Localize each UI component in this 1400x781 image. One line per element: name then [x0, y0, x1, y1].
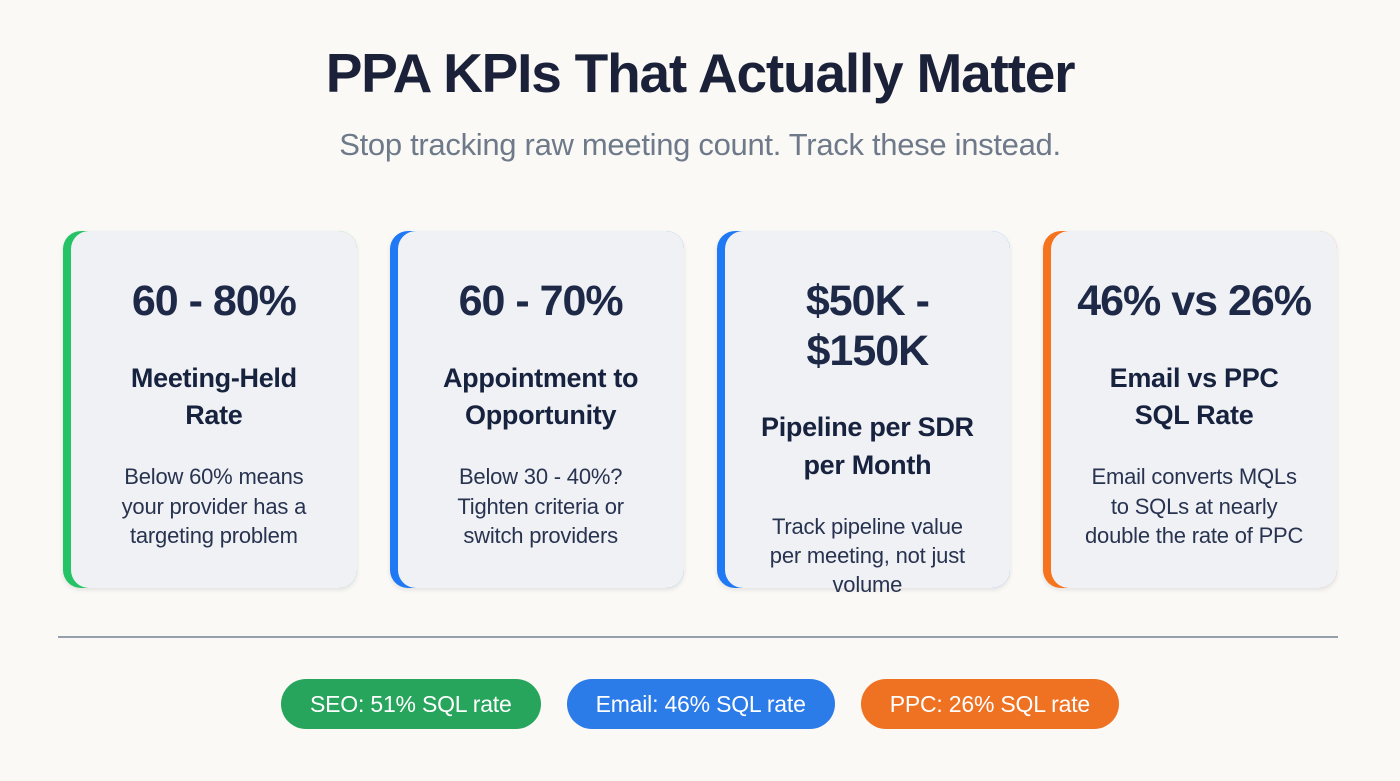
kpi-description: Below 30 - 40%? Tighten criteria or swit…	[457, 464, 624, 548]
kpi-metric-name: Email vs PPC SQL Rate	[1109, 362, 1279, 431]
header: PPA KPIs That Actually Matter Stop track…	[0, 0, 1400, 163]
kpi-description: Email converts MQLs to SQLs at nearly do…	[1085, 464, 1304, 548]
kpi-metric-name: Pipeline per SDR per Month	[760, 412, 974, 480]
kpi-card-meeting-held-rate: 60 - 80% Meeting-Held Rate Below 60% mea…	[63, 231, 357, 589]
kpi-stat-value: $50K - $150K	[805, 277, 930, 375]
kpi-stat-value: 60 - 70%	[458, 277, 624, 326]
badge-seo-sql-rate: SEO: 51% SQL rate	[281, 679, 541, 730]
kpi-metric-name: Meeting-Held Rate	[130, 362, 297, 431]
kpi-card-body: 60 - 70% Appointment to Opportunity Belo…	[397, 231, 684, 589]
kpi-description: Track pipeline value per meeting, not ju…	[769, 513, 965, 598]
kpi-card-email-vs-ppc: 46% vs 26% Email vs PPC SQL Rate Email c…	[1043, 231, 1337, 589]
kpi-card-row: 60 - 80% Meeting-Held Rate Below 60% mea…	[0, 231, 1400, 597]
badge-ppc-sql-rate: PPC: 26% SQL rate	[860, 679, 1119, 730]
kpi-card-body: $50K - $150K Pipeline per SDR per Month …	[724, 231, 1011, 597]
page-subtitle: Stop tracking raw meeting count. Track t…	[339, 127, 1061, 163]
kpi-card-appointment-to-opportunity: 60 - 70% Appointment to Opportunity Belo…	[389, 231, 684, 589]
kpi-card-pipeline-per-sdr: $50K - $150K Pipeline per SDR per Month …	[716, 231, 1011, 597]
badge-email-sql-rate: Email: 46% SQL rate	[566, 679, 835, 730]
kpi-stat-value: 60 - 80%	[131, 277, 297, 326]
horizontal-divider	[58, 636, 1338, 639]
kpi-metric-name: Appointment to Opportunity	[442, 362, 639, 431]
kpi-stat-value: 46% vs 26%	[1077, 277, 1312, 326]
kpi-card-body: 60 - 80% Meeting-Held Rate Below 60% mea…	[71, 231, 357, 589]
sql-rate-badge-row: SEO: 51% SQL rate Email: 46% SQL rate PP…	[0, 679, 1400, 730]
kpi-description: Below 60% means your provider has a targ…	[121, 464, 307, 548]
page-title: PPA KPIs That Actually Matter	[325, 42, 1076, 104]
kpi-card-body: 46% vs 26% Email vs PPC SQL Rate Email c…	[1051, 231, 1337, 589]
